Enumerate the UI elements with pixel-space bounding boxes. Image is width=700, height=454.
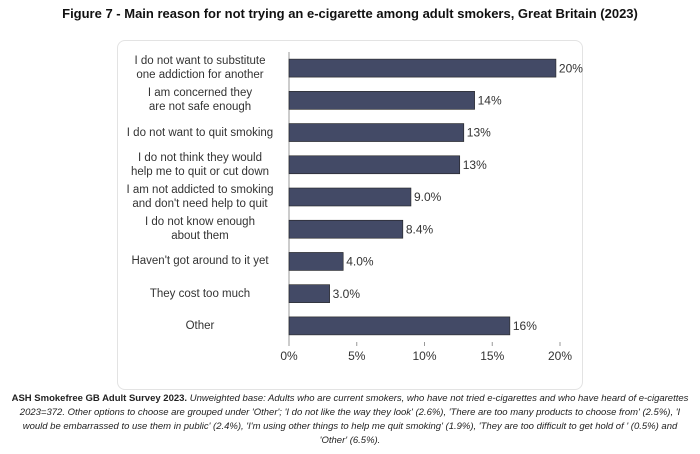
x-tick-label: 20%: [548, 349, 572, 363]
x-tick-label: 0%: [280, 349, 298, 363]
source: ASH Smokefree GB Adult Survey 2023.: [11, 393, 188, 404]
value-label: 13%: [463, 158, 487, 172]
chart-frame: [117, 40, 583, 390]
category-label: I do not want to substitute one addictio…: [134, 55, 266, 82]
value-label: 4.0%: [346, 255, 374, 269]
x-tick-label: 15%: [480, 349, 504, 363]
bar: [288, 284, 330, 303]
bar: [288, 219, 404, 239]
category-label: I do not want to quit smoking: [126, 126, 274, 139]
x-tick-label: 5%: [348, 349, 366, 363]
chart: 0% 5% 10% 15% 20% 20% 14% 13% 13% 9.0% 8.4% 4.0% 3.0…: [280, 52, 583, 363]
bar: [288, 91, 475, 110]
value-label: 14%: [478, 94, 502, 108]
footnote: ASH Smokefree GB Adult Survey 2023. Unwe…: [10, 392, 690, 448]
category-label: I do not know enough about them: [145, 216, 255, 243]
x-tick-label: 10%: [412, 349, 436, 363]
bar: [288, 187, 412, 207]
bar: [288, 123, 465, 142]
value-label: 9.0%: [414, 190, 442, 204]
category-label: Haven't got around to it yet: [131, 255, 269, 268]
category-label: I am concerned they are not safe enough: [147, 87, 253, 114]
value-label: 8.4%: [406, 222, 434, 236]
category-label: I do not think they would help me to qui…: [130, 151, 270, 178]
value-label: 20%: [559, 61, 583, 75]
bar: [288, 58, 557, 78]
note: Unweighted base: Adults who are current …: [19, 393, 689, 446]
value-label: 16%: [513, 319, 537, 333]
category-label: They cost too much: [149, 287, 251, 300]
category-label: I am not addicted to smoking and don't n…: [126, 184, 274, 210]
value-label: 3.0%: [333, 287, 361, 301]
bar: [288, 252, 344, 271]
chart-title: Figure 7 - Main reason for not trying an…: [62, 6, 638, 21]
bar: [288, 155, 461, 175]
bar: [288, 316, 511, 336]
category-label: Other: [185, 319, 215, 332]
value-label: 13%: [467, 126, 491, 140]
